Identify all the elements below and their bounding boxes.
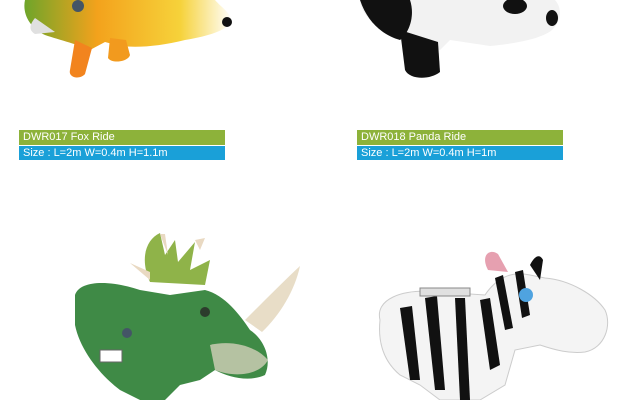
product-name: DWR017 Fox Ride — [19, 130, 225, 145]
fox-ride-icon[interactable] — [0, 0, 300, 100]
product-zebra-ride[interactable] — [330, 200, 618, 400]
product-name: DWR018 Panda Ride — [357, 130, 563, 145]
product-dinosaur-ride[interactable] — [0, 200, 310, 400]
product-size: Size : L=2m W=0.4m H=1.1m — [19, 146, 225, 160]
zebra-ride-icon[interactable] — [330, 200, 618, 400]
product-fox-ride[interactable]: DWR017 Fox Ride Size : L=2m W=0.4m H=1.1… — [0, 0, 300, 180]
product-panda-ride[interactable]: DWR018 Panda Ride Size : L=2m W=0.4m H=1… — [330, 0, 618, 180]
dinosaur-ride-icon[interactable] — [0, 200, 310, 400]
product-size: Size : L=2m W=0.4m H=1m — [357, 146, 563, 160]
panda-ride-icon[interactable] — [330, 0, 618, 100]
